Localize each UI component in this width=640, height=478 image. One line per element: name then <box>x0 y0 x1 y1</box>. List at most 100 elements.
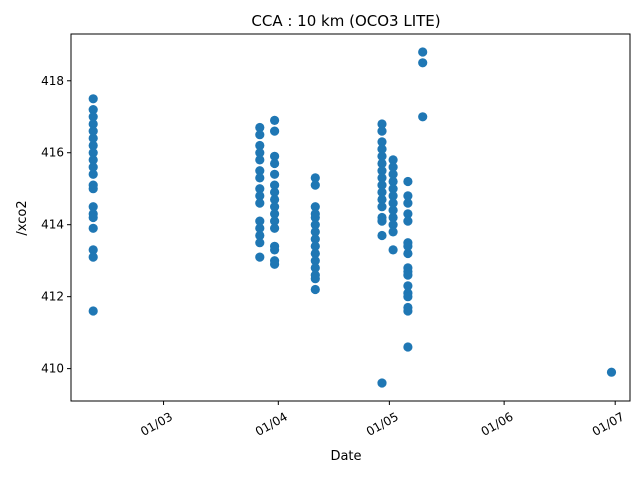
data-point <box>255 230 265 241</box>
data-point <box>377 158 387 169</box>
data-point <box>270 209 280 219</box>
data-point <box>388 155 398 165</box>
data-point <box>388 169 398 179</box>
y-axis-label: /xco2 <box>15 200 30 235</box>
y-axis-ticks: 410 412 414 416 418 <box>41 74 71 376</box>
data-point <box>403 281 413 291</box>
data-point <box>88 105 98 115</box>
data-point <box>418 112 428 122</box>
data-point <box>377 166 387 176</box>
data-point <box>255 130 265 140</box>
data-point <box>310 202 320 212</box>
data-point <box>403 198 413 208</box>
y-tick-label: 414 <box>41 218 64 232</box>
data-point <box>377 194 387 205</box>
data-point <box>310 234 320 244</box>
data-point <box>255 166 265 176</box>
data-point <box>377 126 387 136</box>
plot-frame <box>70 33 631 402</box>
data-point <box>88 202 98 212</box>
data-point <box>88 223 98 233</box>
y-tick-label: 410 <box>41 362 64 376</box>
data-point <box>388 176 398 187</box>
data-point <box>377 180 387 190</box>
y-tick-label: 418 <box>41 74 64 88</box>
data-point <box>88 252 98 262</box>
chart-title: CCA : 10 km (OCO3 LITE) <box>251 12 440 30</box>
y-tick-label: 412 <box>41 290 64 304</box>
x-axis-label: Date <box>330 449 361 464</box>
data-point <box>88 140 98 151</box>
data-point <box>88 112 98 122</box>
data-point <box>418 58 428 68</box>
data-point <box>270 223 280 233</box>
data-point <box>310 263 320 273</box>
data-point <box>403 342 413 352</box>
data-point <box>606 367 617 377</box>
data-point <box>270 187 280 197</box>
data-point <box>270 259 280 269</box>
data-point <box>270 180 280 190</box>
data-point <box>403 216 413 226</box>
data-point <box>88 162 98 172</box>
data-point <box>377 119 387 129</box>
data-point <box>388 191 398 201</box>
data-point <box>270 115 280 125</box>
data-point <box>270 151 280 161</box>
data-point <box>310 274 320 284</box>
data-point <box>88 306 98 316</box>
data-point <box>88 155 98 165</box>
data-point <box>388 198 398 208</box>
data-point <box>270 202 280 212</box>
data-point <box>403 248 413 259</box>
data-point <box>388 227 398 237</box>
data-point <box>310 180 320 190</box>
data-point <box>88 94 98 104</box>
data-point <box>310 212 320 223</box>
data-point <box>88 169 98 179</box>
data-point <box>403 241 413 251</box>
data-point <box>388 220 398 230</box>
data-point <box>88 133 98 143</box>
data-point <box>270 194 280 205</box>
data-point <box>88 184 98 194</box>
data-point <box>88 212 98 223</box>
data-point <box>403 292 413 302</box>
data-point <box>255 140 265 151</box>
data-point <box>270 245 280 255</box>
data-point <box>255 223 265 233</box>
data-point <box>388 245 398 255</box>
data-point <box>255 198 265 208</box>
data-point <box>388 212 398 223</box>
data-point <box>255 238 265 248</box>
data-point <box>403 306 413 316</box>
data-point <box>388 184 398 194</box>
data-point <box>270 169 280 179</box>
data-point <box>403 270 413 280</box>
data-point <box>255 216 265 226</box>
data-point <box>88 119 98 129</box>
data-point <box>255 148 265 158</box>
data-point <box>403 209 413 219</box>
data-point <box>255 173 265 183</box>
data-point <box>388 162 398 172</box>
data-point <box>388 205 398 215</box>
data-point <box>88 148 98 158</box>
data-point <box>310 241 320 251</box>
data-point <box>310 220 320 230</box>
data-point <box>270 216 280 226</box>
data-point <box>270 158 280 169</box>
data-point <box>255 252 265 262</box>
data-point <box>310 284 320 295</box>
data-point <box>377 151 387 161</box>
data-point <box>377 144 387 154</box>
data-point <box>255 155 265 165</box>
data-point <box>377 187 387 197</box>
data-point <box>255 184 265 194</box>
data-point <box>310 173 320 183</box>
data-point <box>377 202 387 212</box>
data-point <box>377 230 387 241</box>
data-point <box>403 176 413 187</box>
